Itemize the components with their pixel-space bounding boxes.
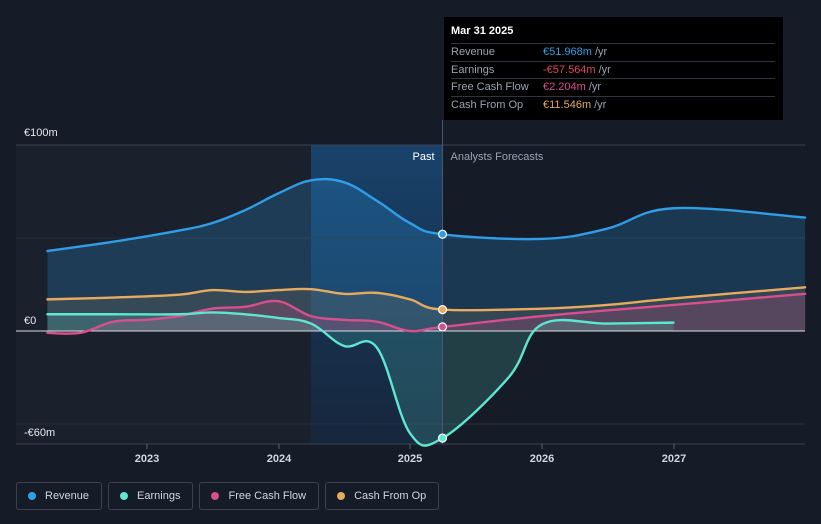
legend-dot-icon [120, 492, 129, 500]
area-cash-from-op [47, 287, 806, 331]
tooltip-value: €11.546m [543, 98, 592, 111]
legend-item-earnings[interactable]: Earnings [108, 482, 194, 510]
tooltip-unit: /yr [594, 98, 607, 111]
tooltip-label: Revenue [451, 46, 496, 59]
y-tick-label: €100m [24, 127, 58, 139]
forecast-label: Analysts Forecasts [451, 151, 544, 163]
area-revenue [47, 179, 806, 331]
tooltip-label: Earnings [451, 63, 495, 76]
legend-dot-icon [337, 492, 346, 500]
legend-item-free-cash-flow[interactable]: Free Cash Flow [199, 482, 320, 510]
x-tick-label: 2026 [530, 453, 554, 465]
series-line-earnings [46, 311, 675, 447]
data-tooltip: Mar 31 2025 Revenue €51.968m /yr Earning… [444, 17, 783, 120]
legend-dot-icon [28, 492, 36, 500]
past-label: Past [412, 151, 434, 163]
tooltip-unit: /yr [594, 46, 608, 59]
series-line-cash-from-op [46, 286, 807, 312]
marker-cash-from-op [437, 305, 448, 315]
marker-earnings [437, 433, 448, 443]
x-tick-label: 2024 [267, 453, 292, 465]
tooltip-value: €51.968m [543, 46, 592, 59]
y-tick-label: -€60m [24, 427, 55, 439]
legend-label: Revenue [45, 490, 90, 502]
legend-label: Earnings [137, 490, 181, 502]
tooltip-value: €2.204m [543, 81, 586, 94]
tooltip-row-earnings: Earnings -€57.564m /yr [451, 60, 775, 79]
legend-dot-icon [211, 492, 220, 500]
x-tick-label: 2025 [398, 453, 422, 465]
series-line-free-cash-flow [46, 292, 807, 335]
legend-label: Cash From Op [354, 490, 427, 502]
tooltip-unit: /yr [598, 63, 611, 76]
highlight-region-bg [311, 145, 443, 444]
legend-item-cash-from-op[interactable]: Cash From Op [325, 482, 440, 510]
tooltip-row-free-cash-flow: Free Cash Flow €2.204m /yr [451, 78, 775, 96]
tooltip-row-revenue: Revenue €51.968m /yr [451, 43, 775, 61]
x-tick-label: 2027 [662, 453, 686, 465]
x-tick-label: 2023 [135, 453, 159, 465]
legend-item-revenue[interactable]: Revenue [16, 482, 103, 510]
chart-legend: Revenue Earnings Free Cash Flow Cash Fro… [16, 482, 440, 510]
marker-free-cash-flow [437, 322, 448, 332]
tooltip-value: -€57.564m [543, 63, 596, 76]
marker-revenue [437, 229, 448, 239]
area-earnings [47, 312, 674, 446]
tooltip-date: Mar 31 2025 [451, 25, 514, 37]
tooltip-row-cash-from-op: Cash From Op €11.546m /yr [451, 95, 775, 114]
tooltip-unit: /yr [588, 81, 602, 94]
series-line-revenue [46, 177, 807, 253]
tooltip-label: Free Cash Flow [451, 81, 529, 94]
tooltip-label: Cash From Op [451, 98, 524, 111]
y-tick-label: €0 [24, 315, 36, 327]
legend-label: Free Cash Flow [228, 490, 307, 502]
